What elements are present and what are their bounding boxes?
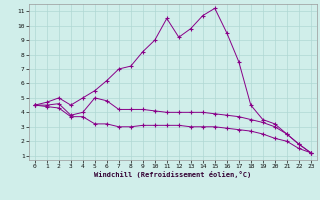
X-axis label: Windchill (Refroidissement éolien,°C): Windchill (Refroidissement éolien,°C) [94,171,252,178]
